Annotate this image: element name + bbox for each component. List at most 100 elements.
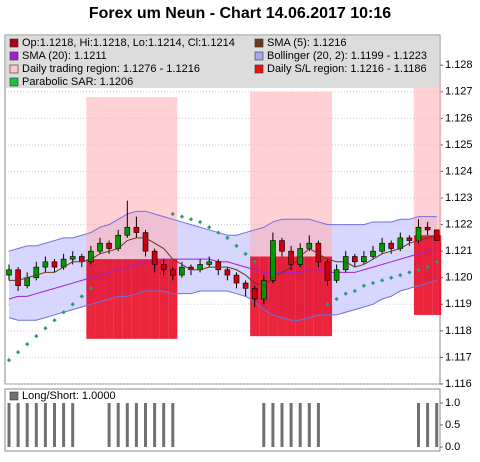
sar-dot bbox=[434, 259, 439, 264]
bar bbox=[144, 403, 147, 447]
legend-box bbox=[6, 36, 439, 88]
legend-label: SMA (5): 1.1216 bbox=[267, 37, 347, 49]
candle-body bbox=[206, 261, 212, 265]
y-tick-label: 1.116 bbox=[445, 378, 472, 390]
sl-region bbox=[286, 256, 296, 337]
candle-body bbox=[324, 261, 331, 281]
trading-region bbox=[277, 91, 287, 257]
trading-region bbox=[423, 75, 433, 236]
sar-dot bbox=[425, 264, 430, 270]
y-tick-label: 1.121 bbox=[445, 245, 473, 257]
sar-dot bbox=[197, 219, 203, 225]
bar bbox=[171, 403, 175, 447]
trading-region bbox=[286, 91, 296, 257]
y-tick-label: 1.127 bbox=[445, 86, 473, 98]
trading-region bbox=[432, 75, 442, 236]
legend-swatch bbox=[254, 51, 264, 61]
sl-region bbox=[423, 235, 433, 315]
sl-region bbox=[131, 259, 141, 339]
bar bbox=[162, 403, 166, 447]
legend-swatch bbox=[9, 391, 19, 401]
sl-region bbox=[432, 235, 442, 315]
bar bbox=[53, 403, 56, 447]
sl-region bbox=[122, 259, 132, 339]
candle-body bbox=[379, 242, 385, 252]
legend-label: Daily trading region: 1.1276 - 1.1216 bbox=[22, 63, 200, 75]
sar-dot bbox=[334, 296, 339, 302]
sl-region bbox=[150, 259, 160, 339]
bar bbox=[134, 403, 138, 447]
y-tick-label: 0.5 bbox=[445, 419, 460, 431]
trading-region bbox=[122, 97, 132, 260]
candle-body bbox=[270, 240, 276, 281]
candle-body bbox=[215, 261, 222, 271]
candle-body bbox=[24, 277, 31, 287]
candle-body bbox=[370, 250, 376, 257]
sar-dot bbox=[225, 235, 230, 241]
sl-region bbox=[140, 259, 151, 339]
trading-region bbox=[322, 91, 333, 257]
candle-body bbox=[242, 282, 249, 289]
sl-region bbox=[268, 256, 278, 337]
legend-swatch bbox=[254, 64, 264, 74]
candle-body bbox=[424, 226, 431, 231]
legend-label: Parabolic SAR: 1.1206 bbox=[22, 76, 133, 88]
bollinger-upper bbox=[8, 210, 437, 252]
candle-body bbox=[42, 261, 49, 268]
bar bbox=[71, 403, 75, 447]
candle-body bbox=[88, 250, 94, 263]
candle-body bbox=[69, 256, 76, 260]
sl-region bbox=[277, 256, 287, 337]
trading-region bbox=[150, 97, 160, 260]
bar bbox=[426, 403, 430, 447]
y-tick-label: 1.125 bbox=[445, 139, 473, 151]
sar-dot bbox=[207, 225, 212, 230]
y-tick-label: 1.124 bbox=[445, 165, 473, 177]
bar bbox=[417, 403, 420, 447]
candle-body bbox=[433, 229, 440, 241]
trading-region bbox=[131, 97, 141, 260]
y-tick-label: 1.126 bbox=[445, 112, 473, 124]
sma20-line bbox=[8, 248, 437, 300]
candle-body bbox=[361, 256, 367, 263]
candle-body bbox=[233, 274, 240, 284]
candle-body bbox=[251, 288, 258, 300]
trading-region bbox=[413, 75, 424, 236]
candle-body bbox=[124, 226, 131, 236]
bar bbox=[25, 403, 29, 447]
trading-region bbox=[95, 97, 105, 260]
sma5-line bbox=[9, 234, 437, 287]
candle-body bbox=[279, 240, 285, 252]
sar-dot bbox=[216, 230, 221, 235]
y-tick-label: 1.123 bbox=[445, 192, 473, 204]
y-tick-label: 1.119 bbox=[445, 298, 472, 310]
sar-dot bbox=[243, 251, 248, 256]
panel-title: Long/Short: 1.0000 bbox=[22, 390, 116, 402]
bar bbox=[7, 403, 11, 447]
sar-dot bbox=[252, 259, 257, 264]
candle-body bbox=[151, 250, 158, 265]
y-tick-label: 1.120 bbox=[445, 272, 473, 284]
lower-panel bbox=[4, 388, 441, 452]
candle-body bbox=[133, 226, 140, 233]
trading-region bbox=[250, 91, 260, 257]
candle-body bbox=[179, 266, 185, 276]
bar bbox=[316, 403, 320, 447]
bar bbox=[271, 403, 275, 447]
candle-body bbox=[6, 269, 12, 276]
sar-dot bbox=[407, 270, 412, 275]
sar-dot bbox=[379, 278, 385, 283]
sl-region bbox=[322, 256, 333, 337]
trading-region bbox=[113, 97, 123, 260]
trading-region bbox=[168, 97, 178, 260]
trading-region bbox=[86, 97, 96, 260]
sar-dot bbox=[179, 214, 185, 219]
main-panel bbox=[4, 34, 441, 385]
bar bbox=[43, 403, 47, 447]
sl-region bbox=[159, 259, 169, 339]
sl-region bbox=[413, 235, 424, 315]
y-tick-label: 0.0 bbox=[445, 441, 460, 453]
legend-label: Bollinger (20, 2): 1.1199 - 1.1223 bbox=[267, 50, 427, 62]
candle-body bbox=[333, 269, 340, 281]
sl-region bbox=[86, 259, 96, 339]
